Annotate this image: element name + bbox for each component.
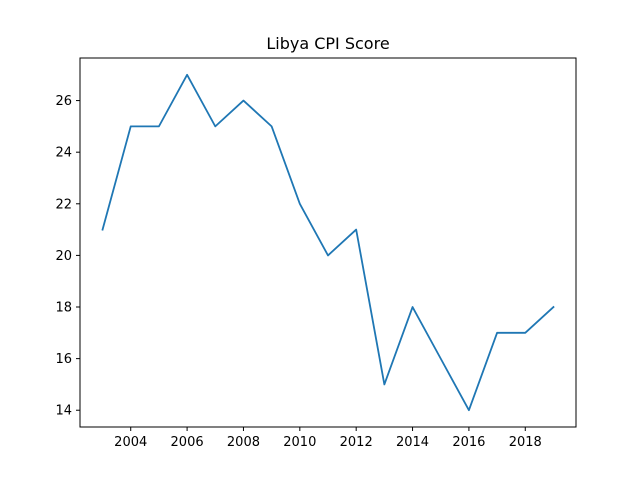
y-tick-label: 22: [55, 197, 72, 212]
chart-title: Libya CPI Score: [266, 34, 389, 53]
x-axis: 2004 2006 2008 2010 2012 2014 2016 2018: [114, 427, 542, 450]
x-tick-label: 2016: [452, 435, 485, 450]
y-tick-label: 14: [55, 404, 72, 419]
y-tick-label: 18: [55, 301, 72, 316]
y-tick-label: 20: [55, 249, 72, 264]
cpi-score-line: [101, 73, 555, 412]
plot-frame: [79, 57, 577, 428]
x-tick-label: 2008: [227, 435, 260, 450]
x-tick-label: 2012: [340, 435, 373, 450]
x-tick-label: 2004: [114, 435, 147, 450]
x-tick-label: 2010: [283, 435, 316, 450]
y-axis: 14 16 18 20 22 24 26: [55, 94, 80, 419]
x-tick-label: 2014: [396, 435, 429, 450]
x-tick-label: 2006: [171, 435, 204, 450]
y-tick-label: 16: [55, 352, 72, 367]
y-tick-label: 26: [55, 94, 72, 109]
y-tick-label: 24: [55, 146, 72, 161]
plot-series: [101, 73, 555, 412]
x-tick-label: 2018: [509, 435, 542, 450]
